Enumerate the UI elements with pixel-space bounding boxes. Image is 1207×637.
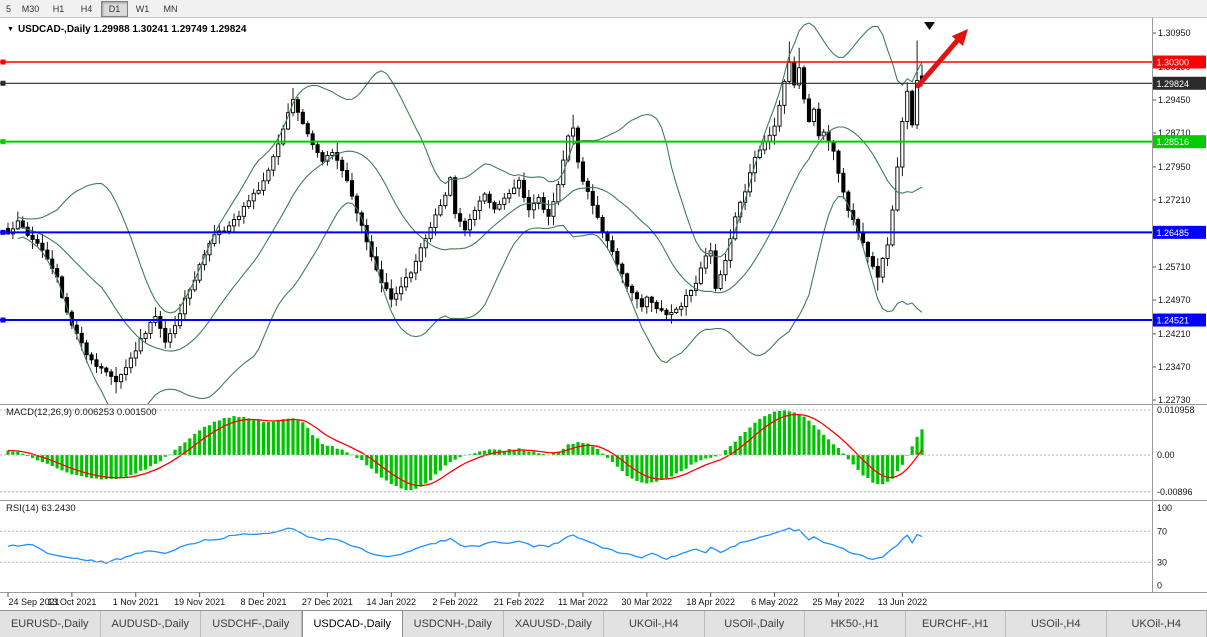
level-anchor-handle[interactable]: [0, 229, 6, 235]
chart-tab-ukoil-h4[interactable]: UKOil-,H4: [1106, 611, 1207, 637]
timeframe-button-w1[interactable]: W1: [135, 3, 150, 14]
tab-label: UKOil-,H4: [628, 618, 679, 630]
tab-label: AUDUSD-,Daily: [111, 618, 190, 630]
svg-text:1.29824: 1.29824: [1157, 79, 1190, 89]
arrow-down-marker-icon[interactable]: [924, 22, 935, 30]
main-chart-area[interactable]: [0, 18, 1152, 404]
macd-axis[interactable]: 0.010958 0.00 -0.00896: [0, 405, 1195, 497]
svg-text:-0.00896: -0.00896: [1157, 487, 1193, 497]
level-anchor-handle[interactable]: [0, 139, 6, 145]
svg-text:0: 0: [1157, 581, 1162, 591]
timeframe-toolbar: 5 M30 H1 H4 D1 W1 MN: [0, 0, 1207, 18]
chart-tab-audusd-daily[interactable]: AUDUSD-,Daily: [100, 611, 201, 637]
chart-tab-xauusd-daily[interactable]: XAUUSD-,Daily: [503, 611, 604, 637]
rsi-axis[interactable]: 100 70 30 0: [0, 503, 1172, 591]
tab-label: XAUUSD-,Daily: [514, 618, 592, 630]
symbol-dropdown-icon[interactable]: ▼: [7, 26, 14, 33]
chart-tab-usoil-h4[interactable]: USOil-,H4: [1006, 611, 1107, 637]
svg-text:1.28710: 1.28710: [1158, 128, 1191, 138]
tab-label: UKOil-,H4: [1131, 618, 1181, 630]
svg-text:2 Feb 2022: 2 Feb 2022: [432, 597, 478, 607]
level-anchor-handle[interactable]: [0, 317, 6, 323]
svg-text:30: 30: [1157, 557, 1167, 567]
svg-text:1.30950: 1.30950: [1158, 28, 1191, 38]
svg-text:100: 100: [1157, 503, 1172, 513]
svg-text:6 May 2022: 6 May 2022: [751, 597, 798, 607]
level-price-tag-1.28516: 1.28516: [1153, 135, 1206, 149]
svg-text:1.30300: 1.30300: [1157, 58, 1190, 68]
chart-tab-eurchf-h1[interactable]: EURCHF-,H1: [905, 611, 1006, 637]
timeframe-button-d1[interactable]: D1: [101, 0, 128, 17]
chart-tab-usoil-daily[interactable]: USOil-,Daily: [704, 611, 805, 637]
tab-label: USDCAD-,Daily: [313, 618, 392, 630]
svg-text:1.26485: 1.26485: [1157, 228, 1190, 238]
svg-text:1.24210: 1.24210: [1158, 329, 1191, 339]
chart-tab-hk50-h1[interactable]: HK50-,H1: [805, 611, 906, 637]
tab-label: EURCHF-,H1: [921, 618, 989, 630]
tab-label: HK50-,H1: [830, 618, 879, 630]
svg-text:24 Sep 2021: 24 Sep 2021: [8, 597, 59, 607]
svg-text:27 Dec 2021: 27 Dec 2021: [302, 597, 353, 607]
macd-panel[interactable]: [0, 404, 1152, 500]
level-price-tag-1.24521: 1.24521: [1153, 313, 1206, 327]
timeframe-button-m30[interactable]: M30: [21, 3, 40, 14]
macd-signal-line: [7, 413, 923, 487]
svg-text:1.27950: 1.27950: [1158, 162, 1191, 172]
svg-text:11 Mar 2022: 11 Mar 2022: [558, 597, 608, 607]
trend-arrow-annotation[interactable]: [915, 29, 968, 89]
level-price-tag-1.30300: 1.30300: [1153, 55, 1206, 69]
macd-histogram: [6, 410, 924, 491]
timeframe-button-h1[interactable]: H1: [52, 3, 65, 14]
chart-tab-eurusd-daily[interactable]: EURUSD-,Daily: [0, 611, 101, 637]
svg-text:1.29450: 1.29450: [1158, 95, 1191, 105]
svg-text:1.25710: 1.25710: [1158, 262, 1191, 272]
chart-tab-usdcad-daily[interactable]: USDCAD-,Daily: [301, 610, 403, 637]
svg-text:8 Dec 2021: 8 Dec 2021: [241, 597, 287, 607]
tab-label: USDCNH-,Daily: [413, 618, 492, 630]
svg-text:1.24970: 1.24970: [1158, 295, 1191, 305]
svg-text:70: 70: [1157, 526, 1167, 536]
tab-label: USDCHF-,Daily: [212, 618, 290, 630]
svg-text:13 Oct 2021: 13 Oct 2021: [47, 597, 96, 607]
symbol-tab-bar: EURUSD-,Daily AUDUSD-,Daily USDCHF-,Daily U…: [0, 610, 1207, 637]
rsi-panel[interactable]: [0, 500, 1152, 592]
chart-tab-usdcnh-daily[interactable]: USDCNH-,Daily: [403, 611, 504, 637]
svg-text:18 Apr 2022: 18 Apr 2022: [686, 597, 735, 607]
svg-text:0.00: 0.00: [1157, 450, 1175, 460]
svg-text:0.010958: 0.010958: [1157, 405, 1195, 415]
level-price-tag-1.29824: 1.29824: [1153, 76, 1206, 90]
timeframe-button-5[interactable]: 5: [5, 3, 11, 14]
timeframe-button-mn[interactable]: MN: [163, 3, 178, 14]
timeframe-button-h4[interactable]: H4: [80, 3, 93, 14]
level-anchor-handle[interactable]: [0, 80, 6, 86]
tab-label: EURUSD-,Daily: [10, 618, 89, 630]
tab-label: USOil-,Daily: [724, 618, 785, 630]
svg-text:21 Feb 2022: 21 Feb 2022: [494, 597, 545, 607]
svg-text:13 Jun 2022: 13 Jun 2022: [878, 597, 928, 607]
chart-canvas: 0.0109580.00-0.00896100703001.309501.301…: [0, 18, 1206, 608]
svg-text:19 Nov 2021: 19 Nov 2021: [174, 597, 225, 607]
chart-tab-ukoil-h4[interactable]: UKOil-,H4: [604, 611, 705, 637]
level-anchor-handle[interactable]: [0, 59, 6, 65]
tab-label: USOil-,H4: [1030, 618, 1081, 630]
chart-tab-usdchf-daily[interactable]: USDCHF-,Daily: [201, 611, 302, 637]
svg-text:1.27210: 1.27210: [1158, 195, 1191, 205]
svg-text:25 May 2022: 25 May 2022: [812, 597, 864, 607]
level-price-tag-1.26485: 1.26485: [1153, 225, 1206, 239]
rsi-line: [7, 527, 923, 565]
svg-text:1.22730: 1.22730: [1158, 395, 1191, 405]
svg-text:1 Nov 2021: 1 Nov 2021: [113, 597, 159, 607]
svg-text:1.23470: 1.23470: [1158, 362, 1191, 372]
svg-text:30 Mar 2022: 30 Mar 2022: [622, 597, 673, 607]
svg-text:14 Jan 2022: 14 Jan 2022: [367, 597, 417, 607]
svg-text:1.28516: 1.28516: [1157, 137, 1190, 147]
svg-text:1.24521: 1.24521: [1157, 316, 1190, 326]
